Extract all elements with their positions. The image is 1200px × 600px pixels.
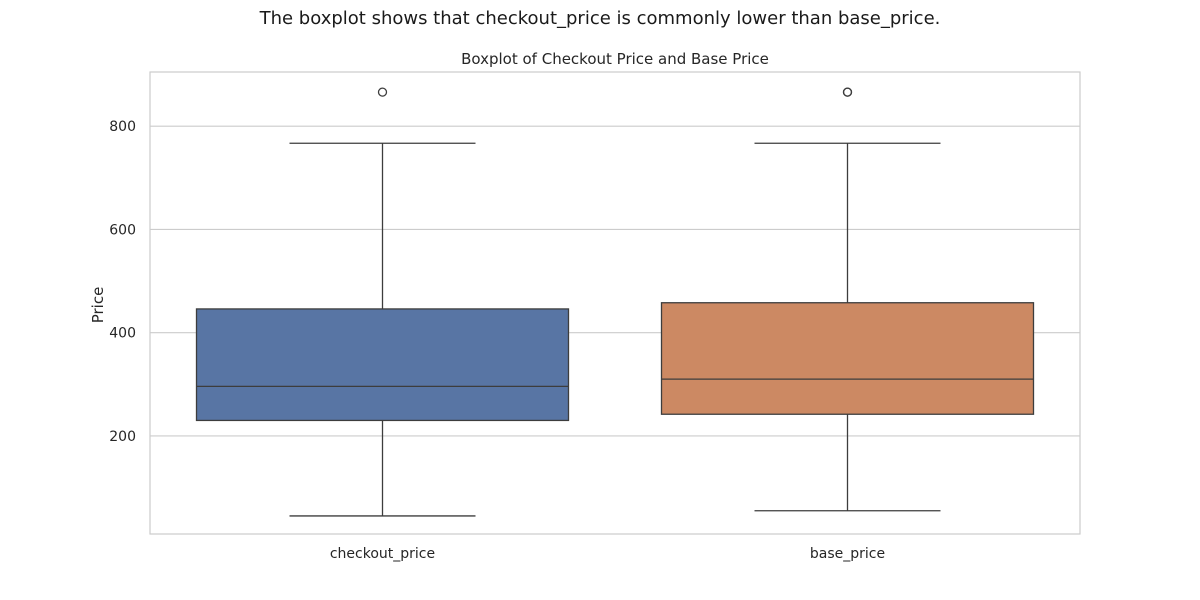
x-tick-labels: checkout_price base_price — [330, 546, 885, 562]
box-iqr — [195, 308, 570, 422]
y-tick-label: 200 — [109, 429, 136, 445]
box-base_price — [660, 87, 1035, 512]
box-iqr — [660, 302, 1035, 415]
y-tick-label: 600 — [109, 222, 136, 238]
chart-title: Boxplot of Checkout Price and Base Price — [461, 50, 769, 68]
outlier-point — [377, 87, 388, 97]
figure-suptitle: The boxplot shows that checkout_price is… — [259, 8, 941, 29]
outlier-point — [842, 87, 853, 97]
y-tick-label: 400 — [109, 326, 136, 342]
box-checkout_price — [195, 87, 570, 517]
y-tick-label: 800 — [109, 119, 136, 135]
plot-frame — [149, 71, 1081, 535]
grid-lines — [150, 125, 1080, 437]
y-tick-labels: 200 400 600 800 — [109, 119, 136, 445]
x-tick-label: checkout_price — [330, 546, 435, 562]
y-axis-title: Price — [89, 287, 107, 324]
box-series — [195, 87, 1035, 517]
x-tick-label: base_price — [810, 546, 885, 562]
